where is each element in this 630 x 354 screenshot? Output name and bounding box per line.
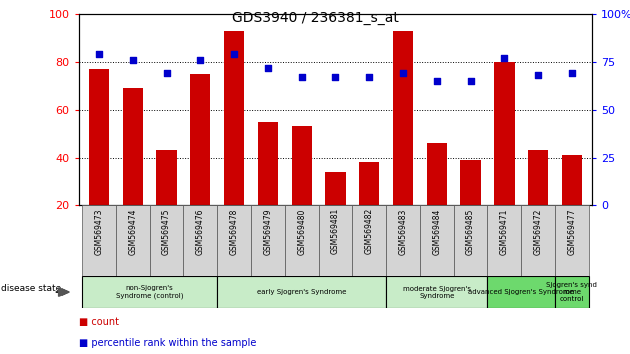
Point [500, 55, 510, 61]
Bar [488, 205, 521, 276]
Point [195, 57, 205, 63]
Bar [454, 205, 488, 276]
Bar [82, 276, 217, 308]
Bar [217, 205, 251, 276]
Bar [319, 205, 352, 276]
Point [161, 70, 171, 76]
Bar [359, 162, 379, 205]
Bar [461, 160, 481, 205]
Point [466, 78, 476, 84]
Text: GSM569481: GSM569481 [331, 208, 340, 255]
Text: early Sjogren's Syndrome: early Sjogren's Syndrome [257, 289, 346, 295]
Bar [386, 205, 420, 276]
Bar [224, 31, 244, 205]
Text: GSM569474: GSM569474 [129, 208, 137, 255]
Bar [528, 150, 548, 205]
Text: GSM569475: GSM569475 [162, 208, 171, 255]
Bar [495, 62, 515, 205]
Point [398, 70, 408, 76]
Text: GSM569476: GSM569476 [196, 208, 205, 255]
Point [533, 73, 543, 78]
Text: GSM569484: GSM569484 [432, 208, 441, 255]
Bar [555, 276, 589, 308]
Bar [116, 205, 150, 276]
Bar [386, 276, 488, 308]
Bar [420, 205, 454, 276]
Point [330, 74, 340, 80]
Point [297, 74, 307, 80]
Text: GSM569482: GSM569482 [365, 208, 374, 255]
Text: non-Sjogren's
Syndrome (control): non-Sjogren's Syndrome (control) [116, 285, 183, 299]
Point [229, 51, 239, 57]
Text: disease state: disease state [1, 284, 61, 293]
Text: GSM569473: GSM569473 [94, 208, 103, 255]
Point [94, 51, 104, 57]
Text: Sjogren's synd
rome
control: Sjogren's synd rome control [546, 282, 597, 302]
Text: GSM569478: GSM569478 [230, 208, 239, 255]
Bar [325, 172, 346, 205]
Bar [183, 205, 217, 276]
Point [263, 65, 273, 70]
Bar [555, 205, 589, 276]
Bar [393, 31, 413, 205]
Text: ■ count: ■ count [79, 317, 118, 327]
Text: GSM569477: GSM569477 [568, 208, 576, 255]
Bar [285, 205, 319, 276]
Bar [123, 88, 143, 205]
Point [567, 70, 577, 76]
Point [432, 78, 442, 84]
Bar [89, 69, 109, 205]
Text: GSM569483: GSM569483 [399, 208, 408, 255]
Bar [150, 205, 183, 276]
Bar [82, 205, 116, 276]
Text: GSM569480: GSM569480 [297, 208, 306, 255]
Point [364, 74, 374, 80]
Text: GDS3940 / 236381_s_at: GDS3940 / 236381_s_at [232, 11, 398, 25]
Text: moderate Sjogren's
Syndrome: moderate Sjogren's Syndrome [403, 286, 471, 298]
Point [128, 57, 138, 63]
Bar [562, 155, 582, 205]
Bar [292, 126, 312, 205]
Text: GSM569485: GSM569485 [466, 208, 475, 255]
Text: GSM569471: GSM569471 [500, 208, 509, 255]
Bar [352, 205, 386, 276]
Bar [217, 276, 386, 308]
Text: GSM569472: GSM569472 [534, 208, 542, 255]
Polygon shape [59, 288, 69, 296]
Text: GSM569479: GSM569479 [263, 208, 272, 255]
Text: ■ percentile rank within the sample: ■ percentile rank within the sample [79, 338, 256, 348]
Bar [251, 205, 285, 276]
Bar [156, 150, 176, 205]
Text: advanced Sjogren's Syndrome: advanced Sjogren's Syndrome [468, 289, 574, 295]
Bar [488, 276, 555, 308]
Bar [258, 122, 278, 205]
Bar [521, 205, 555, 276]
Bar [190, 74, 210, 205]
Bar [427, 143, 447, 205]
